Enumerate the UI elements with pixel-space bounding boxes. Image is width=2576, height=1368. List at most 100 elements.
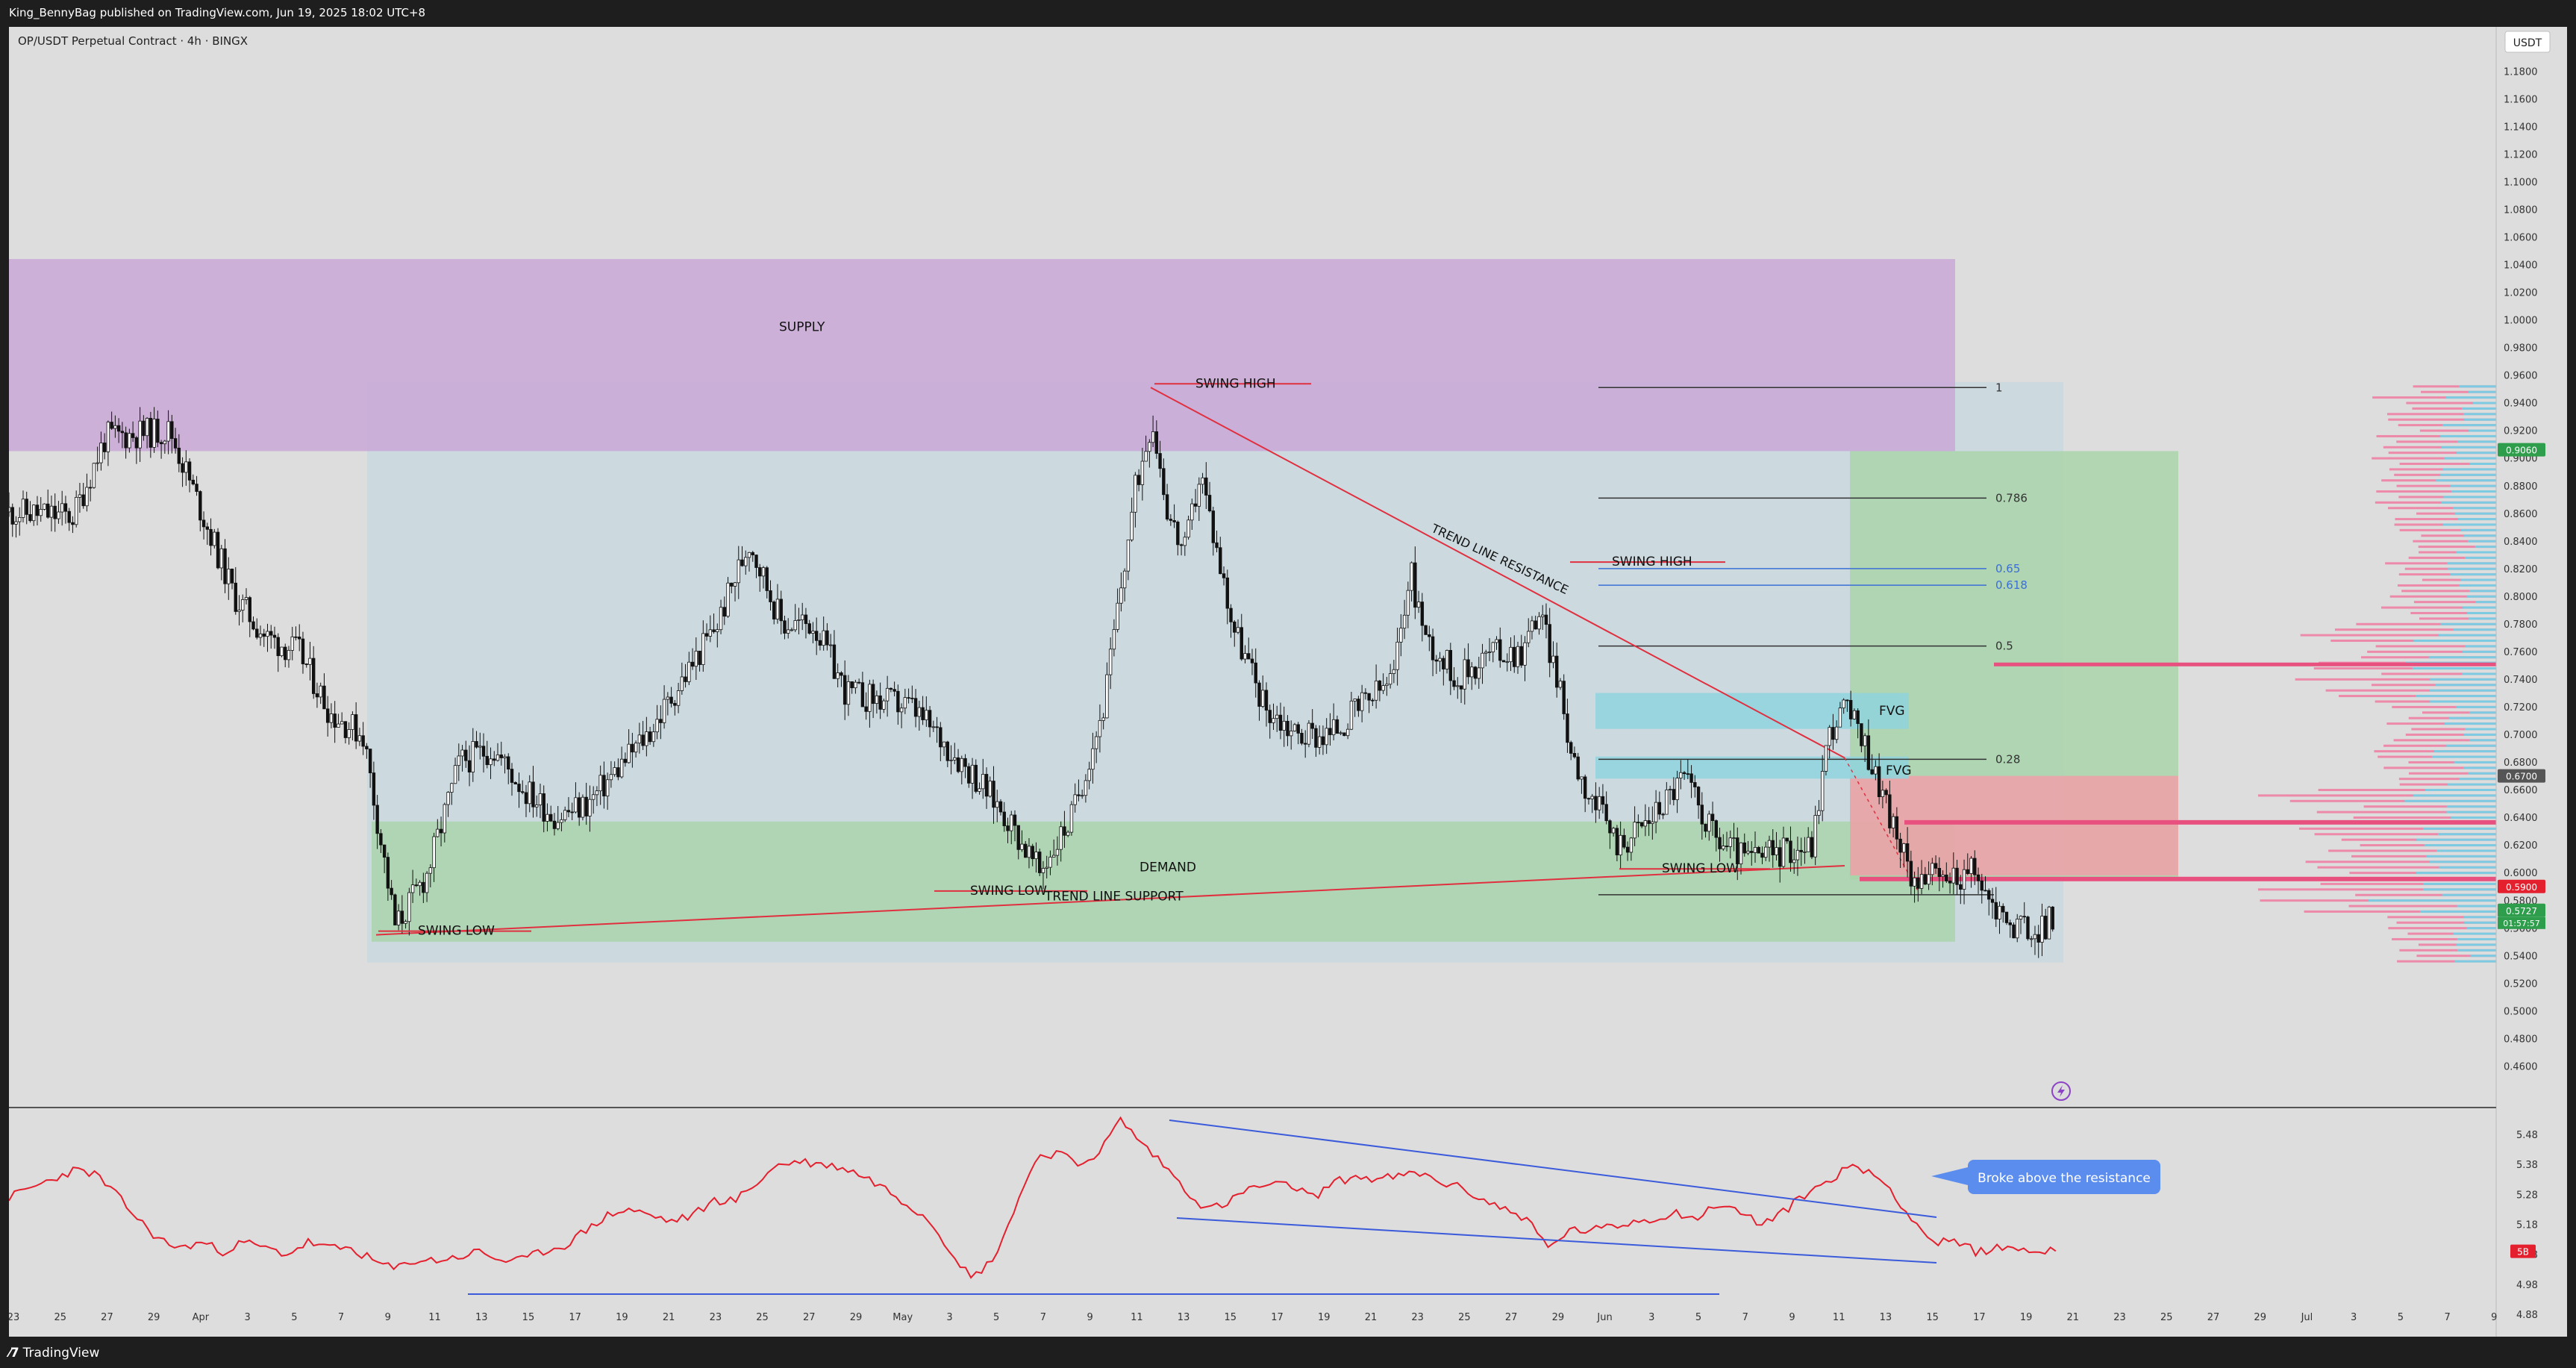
time-tick-label: 11 [1131,1312,1143,1323]
candle-body [566,810,571,813]
volume-profile-bar [2457,937,2496,940]
candle-body [507,756,510,769]
candle-body [425,872,429,893]
candle-body [1580,776,1584,780]
candle-body [712,629,716,632]
volume-profile-bar [2453,932,2496,935]
candle-body [1399,628,1403,643]
volume-profile-bar [2430,678,2496,681]
time-tick-label: 27 [1505,1312,1518,1323]
candle-body [719,607,723,631]
candle-body [641,734,645,746]
volume-profile-bar [2446,811,2496,813]
candle-body [9,507,11,513]
time-tick-label: 17 [569,1312,581,1323]
candle-body [779,599,783,622]
candle-body [1764,846,1768,858]
time-tick-label: 15 [522,1312,535,1323]
candle-body [842,675,847,705]
candle-body [1048,856,1052,868]
volume-profile-bar [2388,927,2496,930]
candle-body [404,921,407,924]
candle-body [1498,639,1502,661]
candle-body [1601,796,1605,805]
candle-body [1750,851,1754,853]
candle-body [1541,614,1545,617]
trading-chart[interactable]: 1 0.786 0.65 0.618 0.5 0.28 SUPPLY DEMAND SWING… [9,27,2567,1337]
candle-body [1066,831,1070,836]
lightning-icon[interactable] [2051,1081,2071,1101]
candle-body [333,713,337,728]
candle-body [1969,858,1973,874]
price-tick-label: 1.1400 [2504,122,2538,133]
candle-body [761,567,766,577]
volume-profile-bar [2421,534,2496,537]
candle-body [1881,790,1885,798]
time-tick-label: 23 [2113,1312,2126,1323]
candle-body [1760,852,1764,858]
time-tick-label: 23 [1411,1312,1424,1323]
candle-body [1919,874,1924,889]
candle-body [1296,724,1300,734]
fib-level-label: 0.618 [1995,578,2028,592]
fib-level-label: 0.28 [1995,752,2020,766]
candle-body [1233,621,1237,633]
currency-badge[interactable] [2504,31,2551,53]
price-axis[interactable]: 1.20001.18001.16001.14001.12001.10001.08… [2495,27,2567,1337]
candle-body [978,788,981,792]
volume-profile-bar [2423,882,2496,885]
candle-body [846,681,851,705]
candle-body [106,422,110,452]
candle-body [1820,771,1825,811]
volume-profile-bar [2442,523,2496,526]
replay-button[interactable] [2051,1081,2071,1101]
time-tick-label: 13 [1880,1312,1892,1323]
candle-body [1895,816,1899,840]
volume-profile-bar [2408,556,2496,559]
chart-annotation-label: SWING LOW [970,884,1047,899]
candle-body [131,433,135,438]
price-tag-label: 0.5900 [2506,882,2537,893]
candle-body [1020,843,1024,850]
volume-profile-bar [2462,650,2496,653]
candle-body [1140,460,1145,485]
candle-body [1261,690,1265,707]
time-tick-label: 7 [338,1312,344,1323]
volume-profile-bar [2468,772,2496,775]
candle-body [1987,890,1991,900]
candle-body [1629,837,1634,853]
candle-body [775,599,780,619]
candle-body [149,417,153,448]
candle-body [860,682,865,708]
candle-body [198,491,202,521]
time-tick-label: 5 [1695,1312,1701,1323]
candle-body [407,892,411,922]
candle-body [1725,846,1729,847]
price-tick-label: 0.6800 [2504,758,2538,769]
candle-body [680,676,684,691]
candle-body [39,509,43,516]
price-tick-label: 0.7800 [2504,619,2538,631]
candle-body [1767,840,1772,848]
candle-body [528,781,531,805]
candle-body [357,735,362,742]
candle-body [1278,714,1283,731]
volume-profile-bar [2317,866,2496,869]
candle-body [1696,787,1701,806]
candle-body [931,726,936,728]
candle-body [329,713,334,723]
candle-body [1639,822,1644,827]
volume-profile-bar [2392,705,2496,708]
candle-body [1137,475,1141,485]
price-tick-label: 0.4600 [2504,1061,2538,1072]
candle-body [1959,884,1963,890]
time-tick-label: 25 [1458,1312,1471,1323]
candle-body [1736,837,1739,864]
candle-body [219,548,223,569]
footer-brand[interactable]: TradingView [22,1346,100,1361]
candle-body [1091,748,1095,770]
candle-body [666,696,670,700]
candle-body [1183,537,1187,546]
candle-body [2030,938,2033,940]
